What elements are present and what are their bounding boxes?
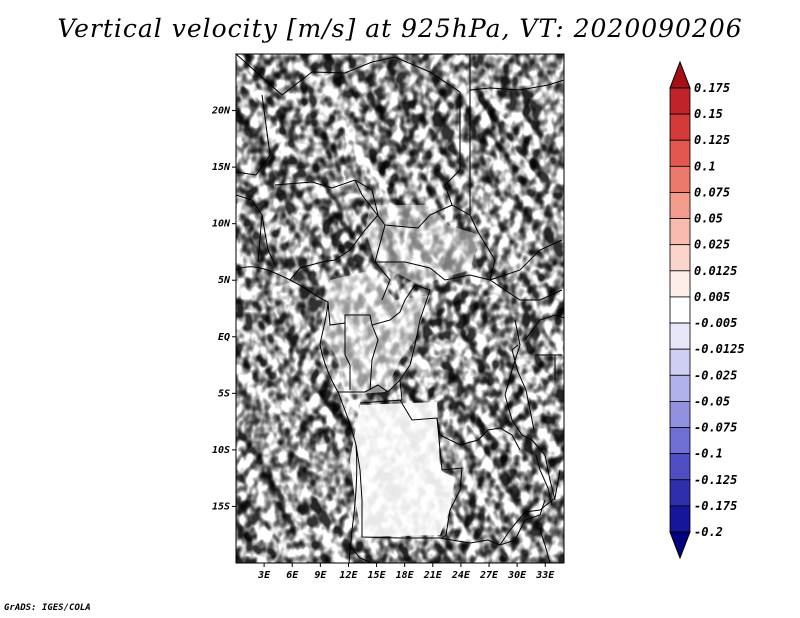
colorbar-label: -0.05 — [694, 394, 730, 408]
map-frame — [235, 53, 565, 564]
colorbar-segment — [669, 192, 691, 219]
colorbar-segment — [669, 244, 691, 272]
colorbar-label: 0.025 — [694, 238, 730, 252]
colorbar-segment — [669, 296, 691, 324]
colorbar-segment — [669, 165, 691, 193]
lon-tick-label: 9E — [314, 570, 327, 581]
lon-tick-label: 6E — [286, 570, 299, 581]
colorbar: 0.175 0.15 0.125 0.1 0.075 0.05 0.025 0.0125 0.0… — [669, 60, 745, 560]
lat-tick-label: 5S — [218, 388, 230, 399]
colorbar-segment — [669, 479, 691, 507]
colorbar-label: -0.0125 — [694, 342, 745, 356]
latitude-axis: 20N 15N 10N 5N EQ 5S 10S 15S — [211, 106, 236, 512]
colorbar-label: 0.15 — [694, 107, 723, 121]
colorbar-label: -0.125 — [694, 473, 737, 487]
colorbar-label: 0.1 — [694, 159, 716, 173]
colorbar-label: 0.075 — [694, 185, 730, 199]
colorbar-segment — [669, 322, 691, 350]
colorbar-label: 0.005 — [694, 290, 730, 304]
lat-tick-label: 10N — [212, 219, 231, 230]
lon-tick-label: 30E — [507, 570, 527, 581]
lat-tick-label: 5N — [218, 275, 231, 286]
lat-tick-label: EQ — [218, 332, 230, 343]
lat-tick-label: 20N — [211, 106, 231, 117]
lon-tick-label: 3E — [257, 570, 271, 581]
colorbar-segment — [669, 427, 691, 455]
colorbar-segment — [669, 218, 691, 246]
lon-tick-label: 33E — [535, 570, 555, 581]
lon-tick-label: 18E — [396, 570, 415, 581]
lon-tick-label: 24E — [451, 570, 471, 581]
colorbar-label: -0.005 — [694, 316, 737, 330]
lon-tick-label: 12E — [339, 570, 358, 581]
lon-tick-label: 15E — [368, 570, 387, 581]
longitude-axis: 3E 6E 9E 12E 15E 18E 21E 24E 27E 30E 33E — [257, 563, 555, 581]
colorbar-label: -0.025 — [694, 368, 737, 382]
colorbar-segment — [669, 270, 691, 298]
lat-tick-label: 10S — [212, 445, 230, 456]
colorbar-segment — [669, 87, 691, 115]
colorbar-label: -0.175 — [694, 499, 737, 513]
colorbar-segment — [669, 401, 691, 428]
lon-tick-label: 27E — [479, 570, 499, 581]
map-title: Vertical velocity [m/s] at 925hPa, VT: 2… — [57, 14, 743, 43]
colorbar-label: -0.075 — [694, 421, 737, 435]
colorbar-label: 0.125 — [694, 133, 730, 147]
colorbar-top-arrow — [669, 60, 691, 89]
colorbar-label: -0.2 — [694, 525, 723, 539]
lat-tick-label: 15N — [212, 162, 231, 173]
colorbar-segment — [669, 348, 691, 376]
colorbar-segment — [669, 505, 691, 533]
country-borders — [235, 53, 565, 564]
lat-tick-label: 15S — [212, 501, 230, 512]
colorbar-segment — [669, 113, 691, 141]
colorbar-segment — [669, 374, 691, 402]
colorbar-segment — [669, 139, 691, 167]
colorbar-label: 0.0125 — [694, 264, 737, 278]
colorbar-segment — [669, 453, 691, 481]
lon-tick-label: 21E — [423, 570, 443, 581]
colorbar-bottom-arrow — [669, 531, 691, 560]
velocity-field — [236, 54, 564, 563]
colorbar-label: -0.1 — [694, 447, 723, 461]
grads-credit: GrADS: IGES/COLA — [4, 603, 91, 613]
colorbar-label: 0.175 — [694, 81, 730, 95]
colorbar-label: 0.05 — [694, 212, 723, 226]
